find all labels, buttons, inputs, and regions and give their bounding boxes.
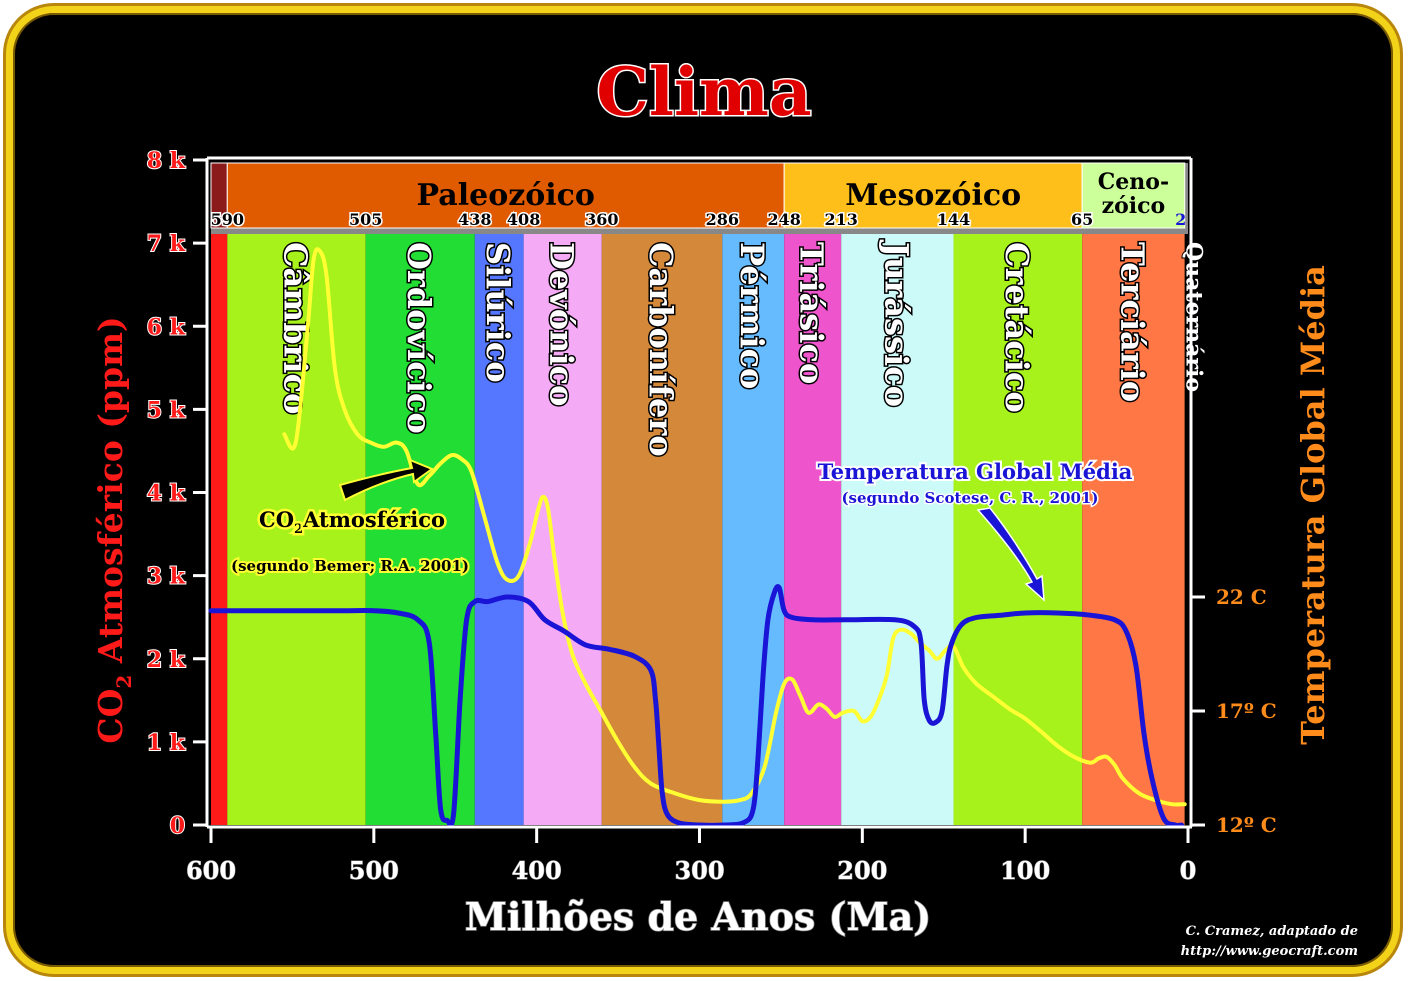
temp-label: Temperatura Global Média — [818, 459, 1133, 484]
x-tick-label: 0 — [1180, 856, 1197, 885]
period-band-carbonifero — [601, 234, 723, 825]
svg-text:CO2 Atmosférico (ppm): CO2 Atmosférico (ppm) — [91, 316, 136, 743]
co2-annotation: CO2Atmosférico (segundo Bemer; R.A. 2001… — [229, 458, 471, 577]
period-band-cretacico — [953, 234, 1083, 825]
period-band-triasico — [784, 234, 842, 825]
eras-layer: Paleozóico Mesozóico Ceno-zóico 590 505 438 40… — [209, 162, 1188, 234]
y-tick-label: 1 k — [147, 730, 186, 756]
period-label-cretacico: Cretácico — [998, 242, 1036, 413]
axes-layer: 0 1 k 2 k 3 k 4 k 5 k 6 k 7 k 8 k 12º C 17º C 22 C 6… — [146, 147, 1277, 886]
period-band-silurico — [474, 234, 524, 825]
boundary-label-144: 144 — [937, 210, 970, 229]
period-label-cambrico: Câmbrico — [276, 242, 314, 414]
boundary-label-65: 65 — [1071, 210, 1093, 229]
x-tick-label: 400 — [512, 856, 562, 885]
y-tick-label: 2 k — [147, 647, 186, 673]
temperature-series-line — [208, 584, 1184, 828]
period-band-devonico — [523, 234, 602, 825]
boundary-label-505: 505 — [349, 210, 382, 229]
era-label-cenozoico-line-1: Ceno- — [1098, 169, 1169, 195]
chart-title: Clima — [596, 53, 811, 131]
credit-line-1: C. Cramez, adaptado de — [1186, 924, 1358, 939]
y-tick-label: 5 k — [147, 397, 186, 423]
era-band-mesozoico — [783, 162, 1083, 229]
period-label-silurico: Silúrico — [479, 242, 517, 383]
boundary-label-286: 286 — [706, 210, 739, 229]
x-tick-label: 200 — [837, 856, 887, 885]
temp-tick-label: 17º C — [1216, 699, 1277, 723]
y-axis-label-right: Temperatura Global Média — [1294, 265, 1332, 745]
boundary-label-2: 2 — [1175, 210, 1186, 229]
credit-line-2: http://www.geocraft.com — [1181, 944, 1358, 959]
boundary-label-590: 590 — [211, 210, 244, 229]
period-band-pre — [211, 234, 228, 825]
period-label-devonico: Devónico — [543, 242, 581, 406]
period-label-permico: Pérmico — [733, 242, 771, 389]
era-label-paleozoico: Paleozóico — [417, 178, 595, 213]
temp-annotation: Temperatura Global Média (segundo Scotes… — [816, 457, 1135, 602]
temp-arrow-icon — [976, 507, 1045, 602]
temp-source: (segundo Scotese, C. R., 2001) — [841, 489, 1098, 507]
x-tick-label: 100 — [1000, 856, 1050, 885]
co2-source: (segundo Bemer; R.A. 2001) — [231, 557, 469, 575]
boundary-label-408: 408 — [507, 210, 540, 229]
y-tick-label: 4 k — [147, 481, 186, 507]
y-tick-label: 8 k — [147, 148, 186, 174]
era-label-mesozoico: Mesozóico — [845, 178, 1021, 213]
period-label-triasico: Triásico — [793, 242, 831, 384]
period-band-cambrico — [227, 234, 366, 825]
period-label-carbonifero: Carbonífero — [642, 242, 680, 457]
y-tick-label: 6 k — [147, 314, 186, 340]
period-band-quaternario — [1184, 234, 1188, 825]
period-band-jurassico — [841, 234, 954, 825]
period-label-ordovicico: Ordovícico — [400, 242, 438, 434]
y-axis-label-left: CO2 Atmosférico (ppm) — [91, 316, 136, 743]
y-tick-label: 3 k — [147, 564, 186, 590]
boundary-label-438: 438 — [458, 210, 491, 229]
era-label-cenozoico-line-2: zóico — [1102, 193, 1166, 219]
boundary-label-213: 213 — [824, 210, 857, 229]
x-tick-label: 300 — [674, 856, 724, 885]
y-tick-label: 0 — [170, 813, 185, 839]
svg-text:CO2Atmosférico: CO2Atmosférico — [259, 507, 445, 537]
period-label-terciario: Terciário — [1113, 242, 1151, 402]
y-tick-label: 7 k — [147, 231, 186, 257]
boundary-label-248: 248 — [767, 210, 800, 229]
x-tick-label: 600 — [186, 856, 236, 885]
boundary-label-360: 360 — [585, 210, 618, 229]
temp-tick-label: 22 C — [1216, 585, 1267, 609]
period-band-terciario — [1082, 234, 1185, 825]
period-label-quaternario: Quaternário — [1181, 242, 1207, 392]
co2-arrow-icon — [338, 458, 435, 502]
era-band-ceno-zoico — [1081, 162, 1186, 229]
x-axis-label: Milhões de Anos (Ma) — [465, 894, 931, 939]
temp-tick-label: 12º C — [1216, 813, 1277, 837]
period-label-jurassico: Jurássico — [877, 239, 915, 407]
periods-layer: Câmbrico Ordovícico Silúrico Devónico Carbon… — [211, 234, 1208, 825]
x-tick-label: 500 — [349, 856, 399, 885]
